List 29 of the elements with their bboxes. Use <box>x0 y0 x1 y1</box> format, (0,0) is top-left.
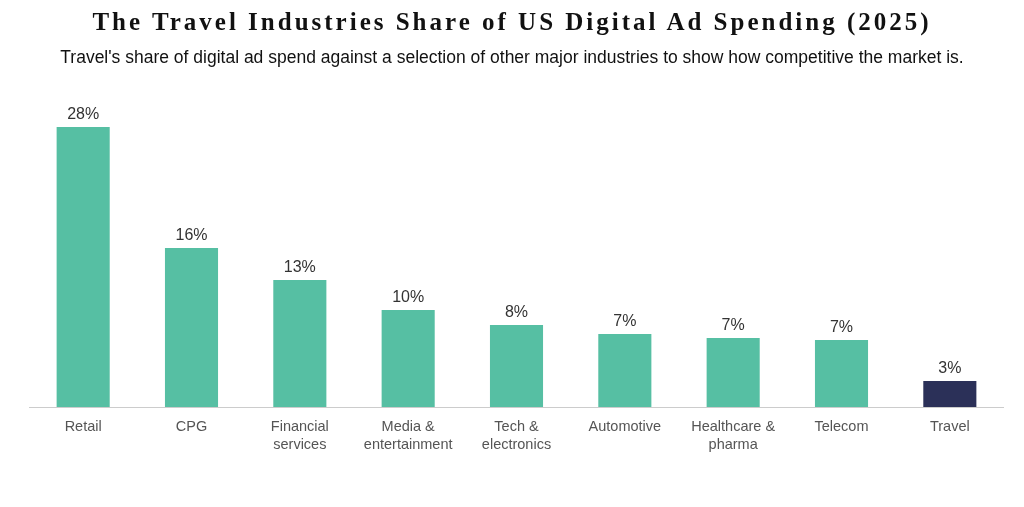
bar <box>489 325 544 407</box>
data-label: 8% <box>504 303 529 320</box>
x-tick-label: Media & entertainment <box>363 418 453 452</box>
x-tick-label: Tech & electronics <box>481 418 552 452</box>
data-label: 3% <box>938 359 962 376</box>
chart-subtitle: Travel's share of digital ad spend against a selection of other major industries to show how competitive the market is. <box>60 47 964 67</box>
data-label: 13% <box>283 258 316 275</box>
bar <box>164 248 219 407</box>
bar <box>273 280 327 407</box>
bar <box>706 338 760 407</box>
bar <box>381 310 435 407</box>
data-label: 7% <box>721 316 745 333</box>
data-label: 7% <box>829 318 854 335</box>
data-label: 7% <box>613 312 637 329</box>
x-tick-label: CPG <box>175 418 208 434</box>
x-tick-label: Travel <box>929 418 970 434</box>
data-label: 10% <box>392 288 425 305</box>
bar <box>923 381 977 407</box>
x-tick-label: Telecom <box>814 418 869 434</box>
data-label: 16% <box>175 226 208 243</box>
bar <box>56 127 110 407</box>
bar <box>598 334 652 407</box>
data-label: 28% <box>67 105 100 122</box>
x-tick-label: Financial services <box>270 418 329 452</box>
bar <box>814 340 869 407</box>
x-tick-label: Automotive <box>588 418 662 434</box>
chart-title: The Travel Industries Share of US Digital Ad Spending (2025) <box>92 8 932 36</box>
x-tick-label: Healthcare & pharma <box>691 418 776 452</box>
x-tick-label: Retail <box>64 418 102 434</box>
